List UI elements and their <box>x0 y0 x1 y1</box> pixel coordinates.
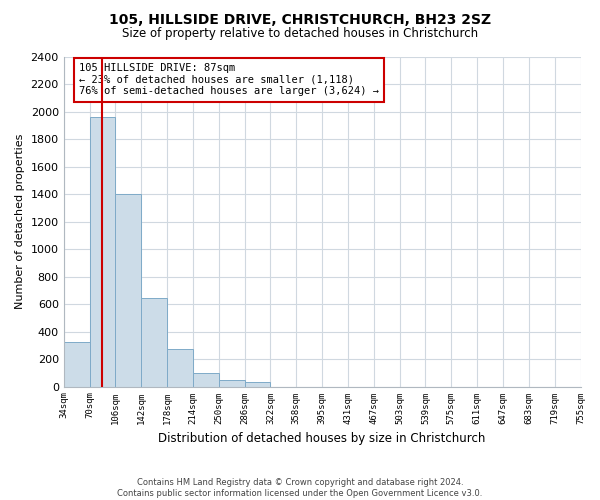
Text: Contains HM Land Registry data © Crown copyright and database right 2024.
Contai: Contains HM Land Registry data © Crown c… <box>118 478 482 498</box>
Text: 105, HILLSIDE DRIVE, CHRISTCHURCH, BH23 2SZ: 105, HILLSIDE DRIVE, CHRISTCHURCH, BH23 … <box>109 12 491 26</box>
Bar <box>141 298 167 386</box>
Text: 105 HILLSIDE DRIVE: 87sqm
← 23% of detached houses are smaller (1,118)
76% of se: 105 HILLSIDE DRIVE: 87sqm ← 23% of detac… <box>79 63 379 96</box>
Bar <box>89 117 115 386</box>
X-axis label: Distribution of detached houses by size in Christchurch: Distribution of detached houses by size … <box>158 432 486 445</box>
Bar <box>167 348 193 387</box>
Bar <box>64 342 89 386</box>
Bar <box>219 380 245 386</box>
Bar <box>245 382 271 386</box>
Text: Size of property relative to detached houses in Christchurch: Size of property relative to detached ho… <box>122 28 478 40</box>
Bar <box>193 373 219 386</box>
Y-axis label: Number of detached properties: Number of detached properties <box>15 134 25 309</box>
Bar <box>115 194 141 386</box>
